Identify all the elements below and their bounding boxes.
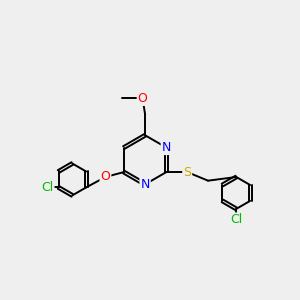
Text: Cl: Cl: [230, 213, 242, 226]
Text: Cl: Cl: [41, 181, 54, 194]
Text: O: O: [138, 92, 148, 105]
Text: S: S: [183, 166, 191, 178]
Text: N: N: [140, 178, 150, 191]
Text: N: N: [162, 141, 171, 154]
Text: O: O: [100, 170, 110, 184]
